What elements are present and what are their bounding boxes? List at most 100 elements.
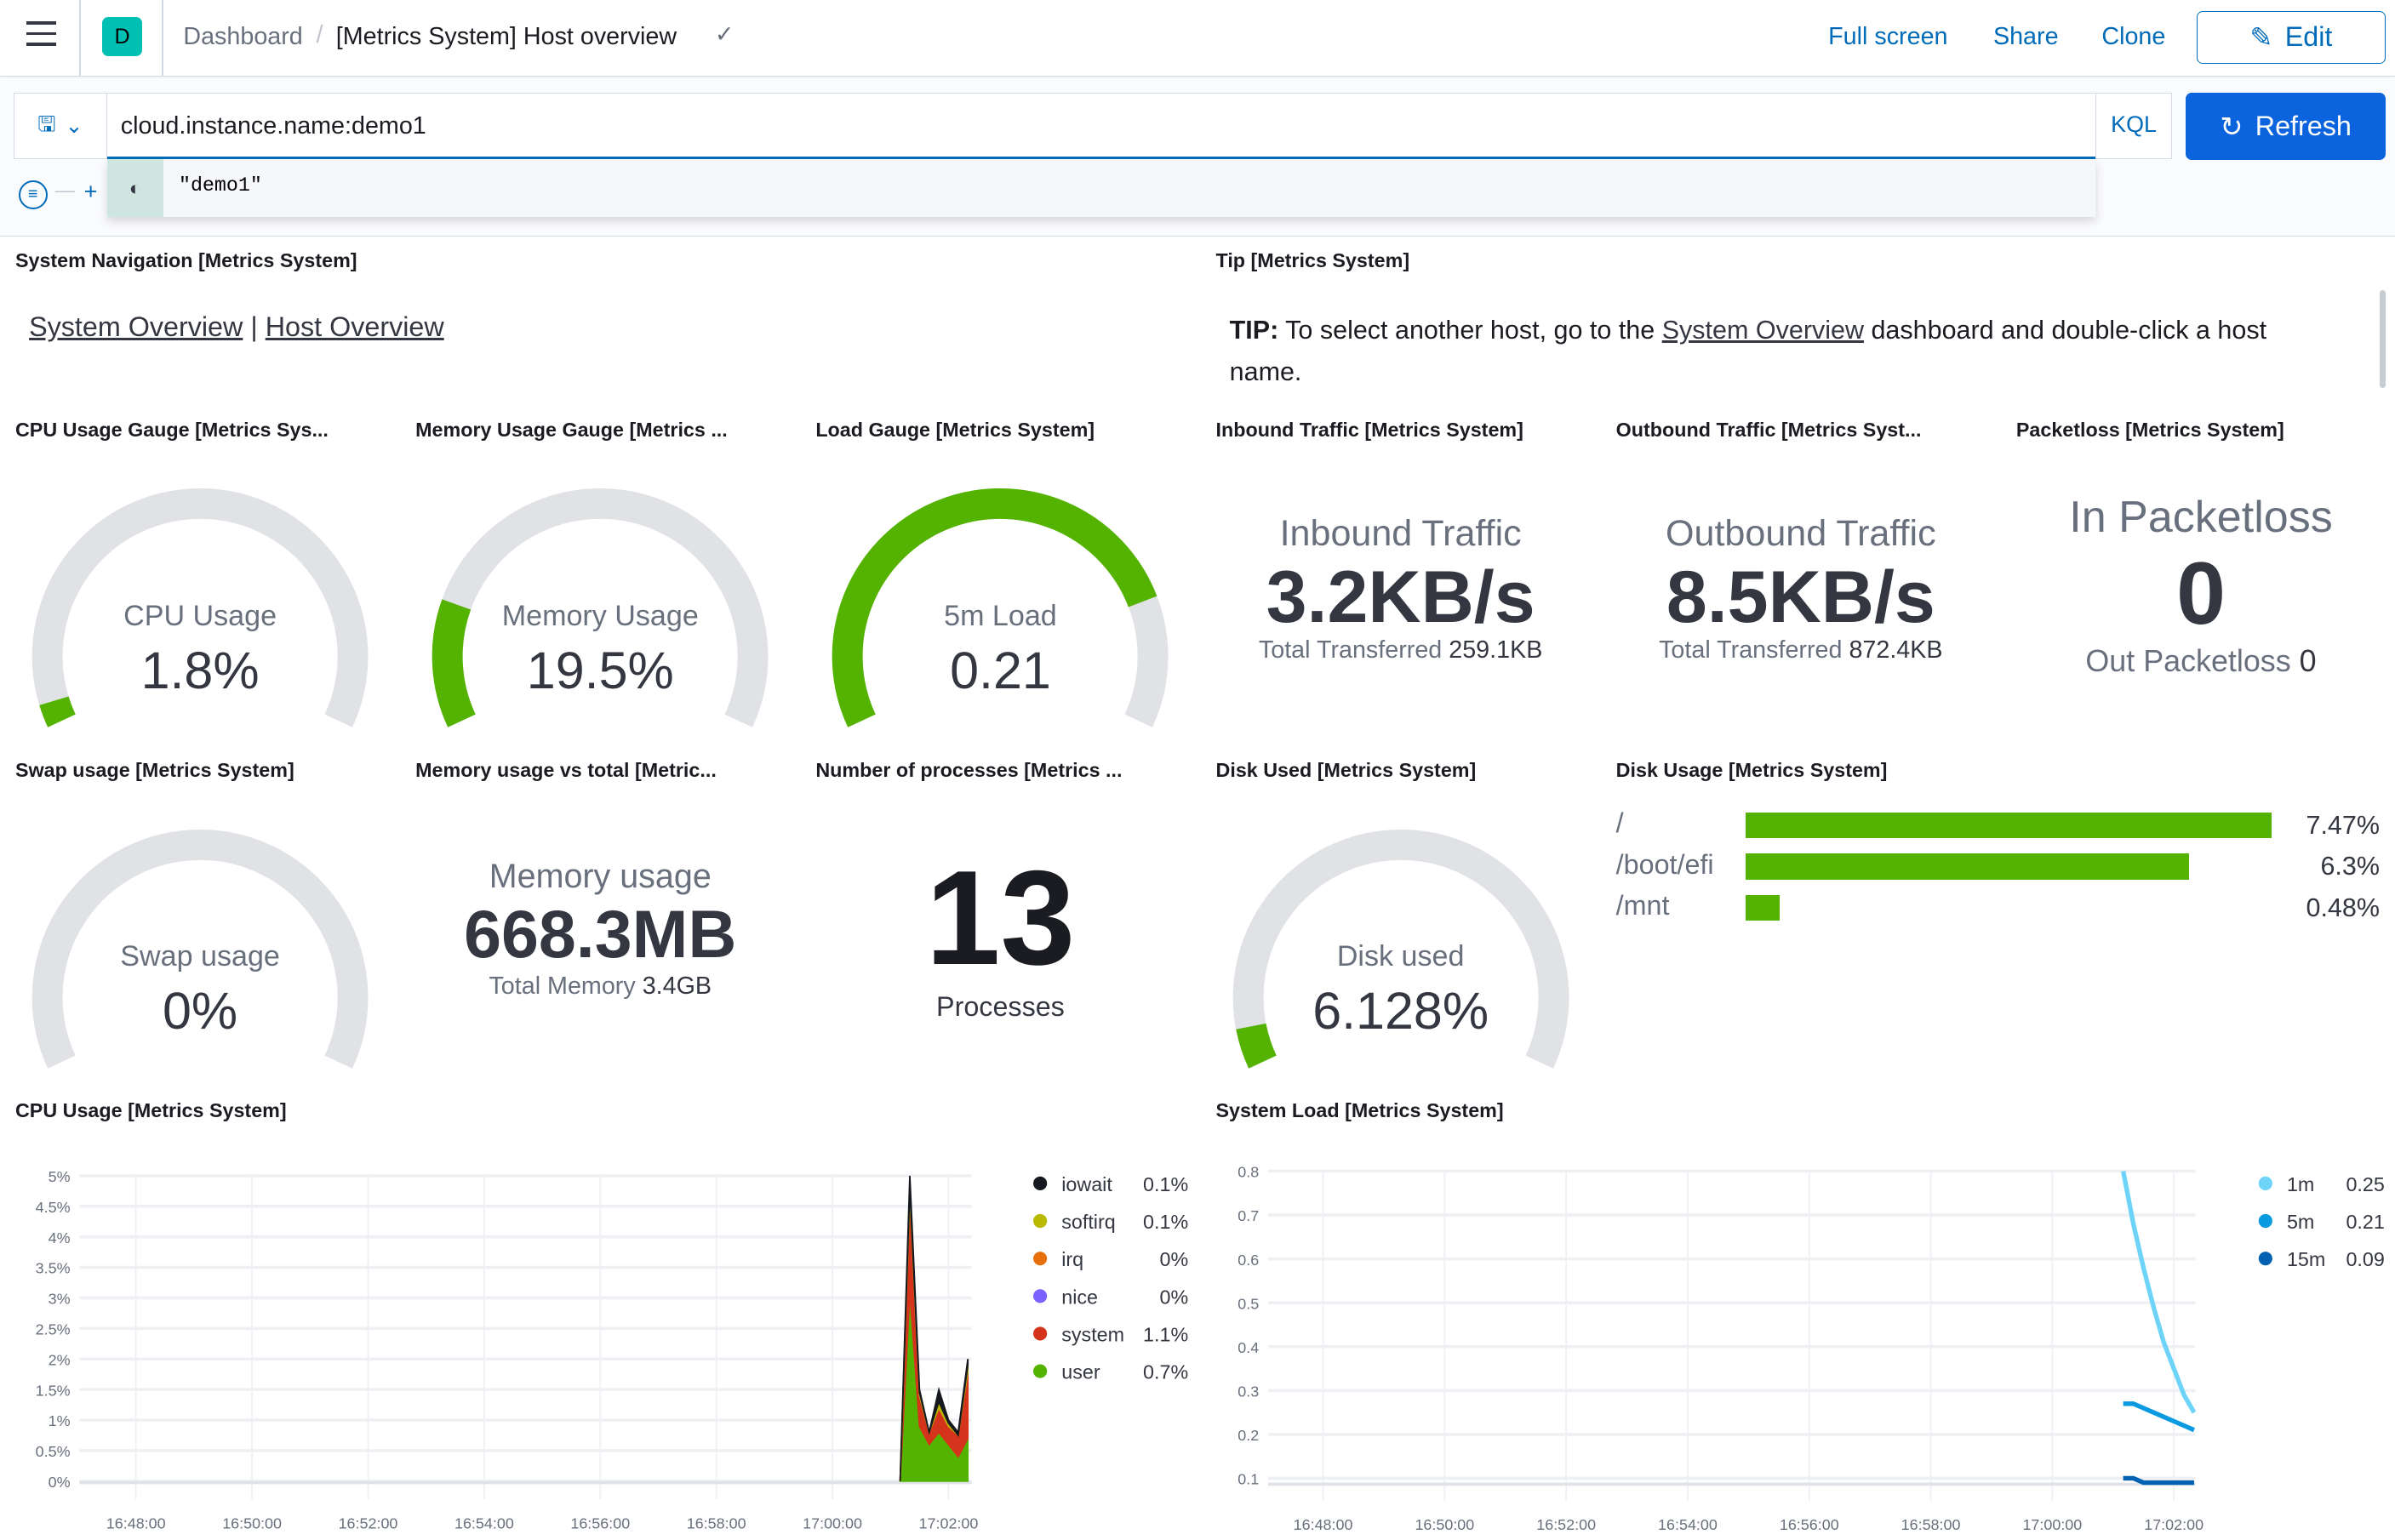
- kql-toggle[interactable]: KQL: [2095, 93, 2172, 159]
- gauge-label: Swap usage: [120, 940, 280, 973]
- x-tick-label: 16:54:00: [1658, 1516, 1718, 1533]
- y-tick-label: 1%: [49, 1412, 71, 1429]
- panel-title: Disk Usage [Metrics System]: [1615, 758, 1888, 781]
- metric-value: 0: [2176, 545, 2226, 644]
- metric-sub: Total Memory 3.4GB: [489, 972, 712, 1001]
- gauge-value: 1.8%: [140, 641, 260, 699]
- x-tick-label: 16:58:00: [687, 1514, 746, 1531]
- gauge-label: CPU Usage: [123, 600, 277, 633]
- y-tick-label: 0.3: [1238, 1383, 1259, 1400]
- gauge-value: 19.5%: [526, 641, 674, 699]
- host-overview-link[interactable]: Host Overview: [265, 311, 444, 343]
- legend-value: 1.1%: [1143, 1323, 1188, 1345]
- x-tick-label: 16:56:00: [1779, 1516, 1838, 1533]
- x-tick-label: 16:54:00: [454, 1514, 514, 1531]
- gauge-track: [31, 488, 369, 728]
- legend-label: 15m: [2287, 1248, 2325, 1270]
- gauge-label: Memory Usage: [501, 600, 699, 633]
- saved-query-button[interactable]: 🖫 ⌄: [14, 93, 107, 159]
- panel-title: Memory usage vs total [Metric...: [415, 758, 717, 781]
- y-tick-label: 0.4: [1238, 1339, 1259, 1356]
- y-tick-label: 0.5: [1238, 1295, 1259, 1312]
- legend-dot: [1033, 1289, 1048, 1303]
- cpu-gauge: [31, 488, 369, 728]
- legend-dot: [2258, 1252, 2272, 1266]
- x-tick-label: 17:02:00: [919, 1514, 979, 1531]
- legend-value: 0.09: [2346, 1248, 2384, 1270]
- legend-label: user: [1061, 1361, 1100, 1383]
- divider: [162, 0, 163, 77]
- metric-sub: Total Transferred 259.1KB: [1258, 636, 1543, 664]
- disk-value: 6.3%: [2320, 852, 2380, 881]
- y-tick-label: 4%: [49, 1229, 71, 1246]
- edit-button[interactable]: ✎ Edit: [2196, 10, 2386, 65]
- x-tick-label: 16:50:00: [1415, 1516, 1474, 1533]
- value-token-icon: ◐: [106, 158, 163, 217]
- disk-bar: [1746, 812, 2272, 839]
- legend-dot: [2258, 1213, 2272, 1229]
- panel-title: Memory Usage Gauge [Metrics ...: [415, 418, 728, 441]
- area-iowait: [899, 1175, 969, 1481]
- x-tick-label: 16:58:00: [1901, 1516, 1960, 1533]
- menu-icon[interactable]: [26, 21, 57, 46]
- legend-value: 0.1%: [1143, 1173, 1188, 1195]
- metric-label: Processes: [936, 990, 1065, 1022]
- process-count: 13: [925, 843, 1076, 994]
- disk-usage-row: / 7.47%: [1616, 807, 2380, 843]
- pencil-icon: ✎: [2249, 21, 2273, 53]
- query-input[interactable]: cloud.instance.name:demo1: [106, 93, 2096, 159]
- full-screen-button[interactable]: Full screen: [1828, 22, 1948, 50]
- legend-label: irq: [1061, 1248, 1083, 1270]
- y-tick-label: 0.1: [1238, 1471, 1259, 1488]
- x-tick-label: 16:48:00: [1293, 1516, 1352, 1533]
- gauge-track: [31, 829, 369, 1069]
- system-overview-link[interactable]: System Overview: [1661, 316, 1864, 345]
- clone-button[interactable]: Clone: [2101, 22, 2166, 50]
- add-filter-button[interactable]: +: [83, 178, 98, 204]
- y-tick-label: 2%: [49, 1351, 71, 1368]
- mount-name: /: [1615, 807, 1624, 839]
- mount-name: /boot/efi: [1615, 848, 1714, 880]
- tip-text: TIP: To select another host, go to the S…: [1229, 316, 2267, 386]
- legend-value: 0.7%: [1143, 1361, 1188, 1383]
- panel-title: Tip [Metrics System]: [1215, 248, 1410, 271]
- legend-dot: [1033, 1252, 1048, 1266]
- breadcrumb-dashboard[interactable]: Dashboard: [183, 22, 303, 50]
- y-tick-label: 3.5%: [36, 1260, 71, 1277]
- disk-value: 7.47%: [2306, 810, 2380, 840]
- filter-icon[interactable]: ≡: [18, 180, 48, 209]
- legend-label: softirq: [1061, 1211, 1115, 1233]
- top-nav: D Dashboard / [Metrics System] Host over…: [0, 0, 2395, 77]
- metric-sub: Total Transferred 872.4KB: [1659, 636, 1943, 664]
- metric-label: Inbound Traffic: [1279, 512, 1522, 554]
- disk-bar: [1746, 853, 2189, 880]
- panel-title: CPU Usage Gauge [Metrics Sys...: [14, 418, 329, 441]
- y-tick-label: 1.5%: [36, 1382, 71, 1399]
- space-avatar[interactable]: D: [102, 16, 142, 57]
- gauge-fill: [432, 599, 477, 728]
- y-tick-label: 5%: [49, 1168, 71, 1185]
- refresh-button[interactable]: ↻ Refresh: [2186, 93, 2386, 161]
- gauge-fill: [39, 696, 76, 728]
- x-tick-label: 16:50:00: [222, 1514, 282, 1531]
- legend-value: 0.25: [2346, 1173, 2384, 1195]
- gauge-label: 5m Load: [944, 600, 1057, 633]
- legend-dot: [1033, 1364, 1048, 1378]
- link-separator: |: [250, 311, 258, 343]
- legend-dot: [1033, 1213, 1048, 1229]
- x-tick-label: 16:56:00: [570, 1514, 630, 1531]
- disk-bar: [1746, 894, 1780, 921]
- scrollbar[interactable]: [2379, 289, 2386, 388]
- suggestion-text: "demo1": [178, 175, 262, 198]
- metric-sub: Out Packetloss 0: [2085, 644, 2317, 679]
- suggestion-item[interactable]: ◐ "demo1": [106, 158, 2096, 217]
- system-overview-link[interactable]: System Overview: [29, 311, 243, 343]
- y-tick-label: 0.7: [1238, 1207, 1259, 1224]
- gauge-value: 0%: [163, 981, 238, 1040]
- share-button[interactable]: Share: [1992, 22, 2059, 50]
- panel-title: System Load [Metrics System]: [1215, 1099, 1504, 1122]
- disk-value: 0.48%: [2306, 893, 2380, 922]
- panel-title: Packetloss [Metrics System]: [2015, 418, 2284, 441]
- system-load-chart: 0.1 0.2 0.3 0.4 0.5 0.6 0.7 0.8 16:48:00 16:50:00…: [1238, 1164, 2385, 1534]
- panel-title: Swap usage [Metrics System]: [14, 758, 294, 781]
